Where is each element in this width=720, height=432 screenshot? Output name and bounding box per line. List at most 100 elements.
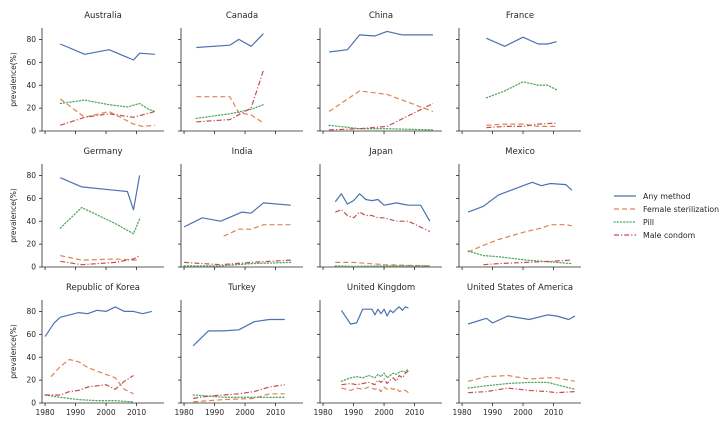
series-line-female-sterilization bbox=[341, 386, 409, 394]
y-axis-label: prevalence(%) bbox=[9, 324, 18, 379]
y-axis-label: prevalence(%) bbox=[9, 52, 18, 107]
panel-united-kingdom: United Kingdom 1980 1990 2000 2010 bbox=[314, 283, 442, 417]
legend: Any method Female sterilization Pill Male c… bbox=[613, 192, 719, 240]
panel-india: India bbox=[178, 147, 303, 270]
y-tick-label: 40 bbox=[26, 81, 36, 90]
panel-title: Germany bbox=[83, 147, 122, 157]
panel-turkey: Turkey 1980 1990 2000 2010 bbox=[175, 283, 303, 417]
series-line-male-condom bbox=[184, 259, 291, 266]
panels-group: Australia 0 20 40 60 80 prevalence(%) Canada Chi… bbox=[9, 11, 581, 417]
series-line-any-method bbox=[329, 30, 433, 53]
panel-united-states-of-america: United States of America 1980 1990 2000 2010 bbox=[453, 283, 581, 417]
series-line-any-method bbox=[196, 33, 264, 49]
y-tick-label: 20 bbox=[26, 376, 36, 385]
x-tick-label: 2000 bbox=[97, 408, 116, 417]
series-line-male-condom bbox=[60, 255, 140, 266]
panel-title: United Kingdom bbox=[347, 283, 415, 293]
y-tick-label: 60 bbox=[26, 58, 36, 67]
panel-germany: Germany 0 20 40 60 80 prevalence(%) bbox=[9, 147, 164, 272]
x-tick-label: 2010 bbox=[266, 408, 285, 417]
series-line-pill bbox=[467, 250, 573, 265]
x-tick-label: 2010 bbox=[544, 408, 563, 417]
panel-title: India bbox=[232, 147, 253, 157]
panel-japan: Japan bbox=[317, 147, 442, 270]
series-line-male-condom bbox=[60, 110, 156, 126]
series-line-female-sterilization bbox=[328, 90, 434, 113]
x-tick-label: 1990 bbox=[66, 408, 85, 417]
series-line-any-method bbox=[183, 202, 291, 228]
y-tick-label: 60 bbox=[26, 194, 36, 203]
x-tick-label: 1980 bbox=[314, 408, 333, 417]
x-tick-label: 1990 bbox=[344, 408, 363, 417]
series-line-any-method bbox=[467, 181, 573, 213]
series-line-pill bbox=[328, 124, 434, 131]
y-tick-label: 60 bbox=[26, 330, 36, 339]
x-tick-label: 1980 bbox=[36, 408, 55, 417]
series-line-any-method bbox=[467, 314, 576, 325]
x-tick-label: 1990 bbox=[483, 408, 502, 417]
y-tick-label: 0 bbox=[31, 263, 36, 272]
y-tick-label: 40 bbox=[26, 217, 36, 226]
legend-item-pill: Pill bbox=[613, 218, 654, 227]
legend-item-female-sterilization: Female sterilization bbox=[614, 205, 719, 214]
series-line-female-sterilization bbox=[486, 123, 557, 127]
series-line-pill bbox=[59, 99, 156, 113]
series-line-any-method bbox=[44, 306, 152, 337]
y-tick-label: 0 bbox=[31, 399, 36, 408]
series-line-male-condom bbox=[196, 70, 264, 123]
legend-item-male-condom: Male condom bbox=[614, 231, 695, 240]
y-tick-label: 40 bbox=[26, 353, 36, 362]
panel-title: China bbox=[369, 11, 393, 21]
panel-title: Mexico bbox=[505, 147, 535, 157]
series-line-pill bbox=[183, 261, 292, 267]
y-tick-label: 80 bbox=[26, 171, 36, 180]
panel-australia: Australia 0 20 40 60 80 prevalence(%) bbox=[9, 11, 164, 136]
legend-item-any-method: Any method bbox=[614, 192, 691, 201]
series-line-pill bbox=[334, 265, 431, 268]
panel-title: Canada bbox=[226, 11, 258, 21]
panel-title: France bbox=[506, 11, 534, 21]
panel-china: China bbox=[317, 11, 442, 134]
x-tick-label: 1990 bbox=[205, 408, 224, 417]
panel-republic-of-korea: Republic of Korea 0 20 40 60 80 1980 1990 2000 20… bbox=[9, 283, 164, 417]
series-line-female-sterilization bbox=[59, 98, 155, 127]
panel-title: Turkey bbox=[227, 283, 256, 293]
series-line-any-method bbox=[60, 43, 155, 61]
y-tick-label: 80 bbox=[26, 35, 36, 44]
x-tick-label: 2000 bbox=[375, 408, 394, 417]
series-line-pill bbox=[340, 368, 410, 382]
series-line-female-sterilization bbox=[50, 358, 134, 395]
y-tick-label: 20 bbox=[26, 104, 36, 113]
series-line-male-condom bbox=[486, 122, 557, 129]
panel-title: Australia bbox=[84, 11, 122, 21]
panel-title: United States of America bbox=[467, 283, 573, 293]
x-tick-label: 1980 bbox=[453, 408, 472, 417]
y-tick-label: 0 bbox=[31, 127, 36, 136]
y-axis-label: prevalence(%) bbox=[9, 188, 18, 243]
series-line-female-sterilization bbox=[467, 374, 576, 382]
y-tick-label: 20 bbox=[26, 240, 36, 249]
x-tick-label: 2000 bbox=[236, 408, 255, 417]
series-line-any-method bbox=[340, 306, 409, 325]
panel-mexico: Mexico bbox=[456, 147, 581, 270]
series-line-male-condom bbox=[468, 387, 575, 394]
series-line-male-condom bbox=[45, 374, 134, 396]
series-line-pill bbox=[44, 394, 135, 403]
series-line-female-sterilization bbox=[60, 255, 140, 261]
series-line-male-condom bbox=[483, 259, 572, 266]
series-line-female-sterilization bbox=[223, 224, 291, 237]
y-tick-label: 80 bbox=[26, 307, 36, 316]
series-line-female-sterilization bbox=[335, 261, 430, 267]
series-line-male-condom bbox=[335, 209, 431, 233]
x-tick-label: 2000 bbox=[514, 408, 533, 417]
series-line-pill bbox=[192, 394, 286, 398]
series-line-female-sterilization bbox=[193, 393, 285, 403]
panel-canada: Canada bbox=[178, 11, 303, 134]
series-line-pill bbox=[467, 381, 576, 390]
series-line-male-condom bbox=[193, 384, 285, 399]
series-line-any-method bbox=[192, 318, 285, 347]
series-line-any-method bbox=[60, 175, 141, 211]
legend-label: Female sterilization bbox=[643, 205, 719, 214]
series-line-pill bbox=[195, 104, 265, 120]
